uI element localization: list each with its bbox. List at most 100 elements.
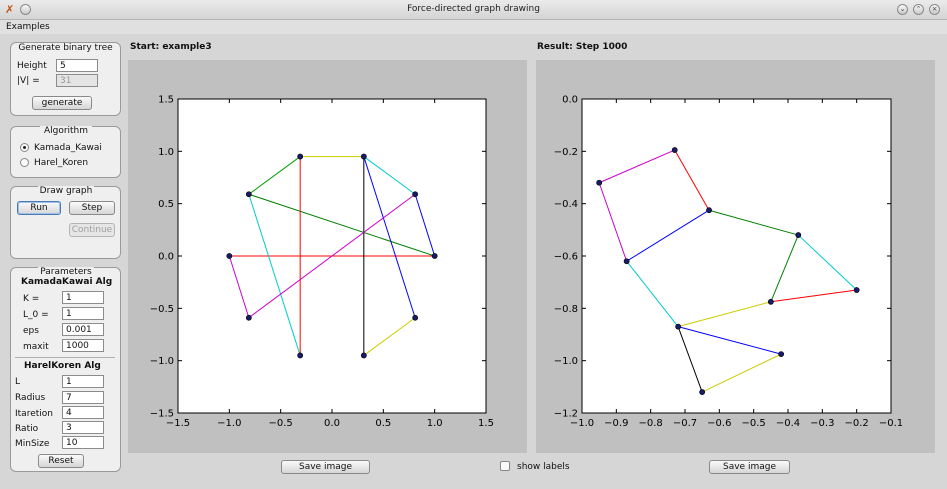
draw-graph-group [10,186,121,259]
eps-field[interactable]: 0.001 [62,323,104,336]
ratio-field[interactable]: 3 [62,421,104,434]
generate-tree-title: Generate binary tree [18,43,113,53]
graph-edge [797,234,858,291]
x-tick-label: −1.0 [217,418,241,429]
result-plot-panel: −1.0 −0.9 −0.8 −0.7 −0.6 −0.5 −0.4 −0.3 −0.2 −0.1… [536,60,935,453]
close-icon[interactable]: × [929,4,940,15]
graph-node [431,253,438,259]
graph-edge [598,182,628,262]
graph-node [360,352,367,359]
graph-node [767,298,774,305]
graph-node [778,351,785,358]
graph-edge [414,194,436,257]
y-tick-label: 1.0 [158,147,174,158]
x-tick-label: 1.5 [478,418,494,429]
graph-edge [770,289,857,303]
generate-button[interactable]: generate [32,96,92,110]
menu-examples[interactable]: Examples [6,22,50,32]
k-label: K = [23,294,40,304]
radius-field[interactable]: 7 [62,391,104,404]
maxit-label: maxit [23,342,49,352]
run-button[interactable]: Run [17,201,61,215]
x-tick-label: 0.5 [375,418,391,429]
x-tick-label: −1.0 [570,418,594,429]
radio-kamada-kawai-label: Kamada_Kawai [34,143,102,153]
height-label: Height [17,61,47,71]
graph-edge [708,209,799,236]
l0-field[interactable]: 1 [62,307,104,320]
l-label: L [15,377,21,387]
x-tick-label: −1.5 [166,418,190,429]
x-tick-label: −0.7 [673,418,697,429]
y-tick-label: 0.0 [562,95,578,106]
eps-label: eps [23,326,39,336]
minimize-icon[interactable]: ⌄ [897,4,908,15]
graph-edge [248,193,435,257]
algorithm-title: Algorithm [40,126,92,136]
ratio-label: Ratio [15,424,39,434]
parameters-title: Parameters [38,267,94,277]
y-tick-label: −1.0 [150,356,174,367]
x-tick-label: −0.5 [742,418,766,429]
params-divider [15,357,115,358]
app-icon: ✗ [5,3,15,16]
x-tick-label: 0.0 [324,418,340,429]
graph-node [675,323,682,330]
draw-graph-title: Draw graph [38,186,94,196]
graph-node [412,314,419,321]
y-tick-label: 1.5 [158,95,174,106]
vertex-count-label: |V| = [17,76,40,86]
height-field[interactable]: 5 [56,59,98,72]
maximize-icon[interactable]: ⌃ [913,4,924,15]
y-tick-label: 0.0 [158,252,174,263]
x-tick-label: −0.3 [810,418,834,429]
graph-edge [674,149,710,211]
y-tick-label: −1.5 [150,409,174,420]
show-labels-label: show labels [517,462,570,472]
y-tick-label: −0.2 [554,147,578,158]
window-menu-icon[interactable] [20,4,31,15]
maxit-field[interactable]: 1000 [62,339,104,352]
minsize-field[interactable]: 10 [62,436,104,449]
save-image-start-button[interactable]: Save image [281,460,370,474]
graph-edge [363,156,416,318]
graph-node [795,232,802,238]
graph-node [853,287,860,293]
save-image-result-button[interactable]: Save image [709,460,790,474]
x-tick-label: −0.4 [776,418,800,429]
graph-node [226,253,233,259]
graph-edge [678,326,782,355]
step-button[interactable]: Step [69,201,115,215]
menu-bar [0,20,947,34]
window-title: Force-directed graph drawing [407,4,540,14]
start-heading: Start: example3 [130,42,212,52]
graph-edge [248,156,301,195]
graph-node [412,191,419,198]
graph-edge [770,234,799,302]
y-tick-label: −1.2 [554,409,578,420]
harel-koren-heading: HarelKoren Alg [24,361,101,371]
radius-label: Radius [15,393,46,403]
graph-node [623,258,630,265]
graph-edge [228,255,250,318]
start-plot-panel: −1.5 −1.0 −0.5 0.0 0.5 1.0 1.5 −1.5 −1.0 −0.5 0.0 0… [128,60,527,453]
l-field[interactable]: 1 [62,375,104,388]
radio-harel-koren[interactable] [20,158,29,167]
show-labels-checkbox[interactable] [500,461,510,471]
result-heading: Result: Step 1000 [537,42,628,52]
y-tick-label: 0.5 [158,199,174,210]
radio-kamada-kawai[interactable] [20,143,29,152]
x-tick-label: 1.0 [427,418,443,429]
graph-edge [248,193,416,319]
iteration-field[interactable]: 4 [62,406,104,419]
graph-node [671,147,678,153]
graph-node [596,179,603,186]
graph-node [360,153,367,160]
graph-edge [678,301,771,328]
graph-node [245,191,252,198]
x-tick-label: −0.9 [604,418,628,429]
reset-button[interactable]: Reset [38,454,84,468]
y-tick-label: −0.8 [554,304,578,315]
k-field[interactable]: 1 [62,291,104,304]
kamada-kawai-heading: KamadaKawai Alg [21,277,113,287]
